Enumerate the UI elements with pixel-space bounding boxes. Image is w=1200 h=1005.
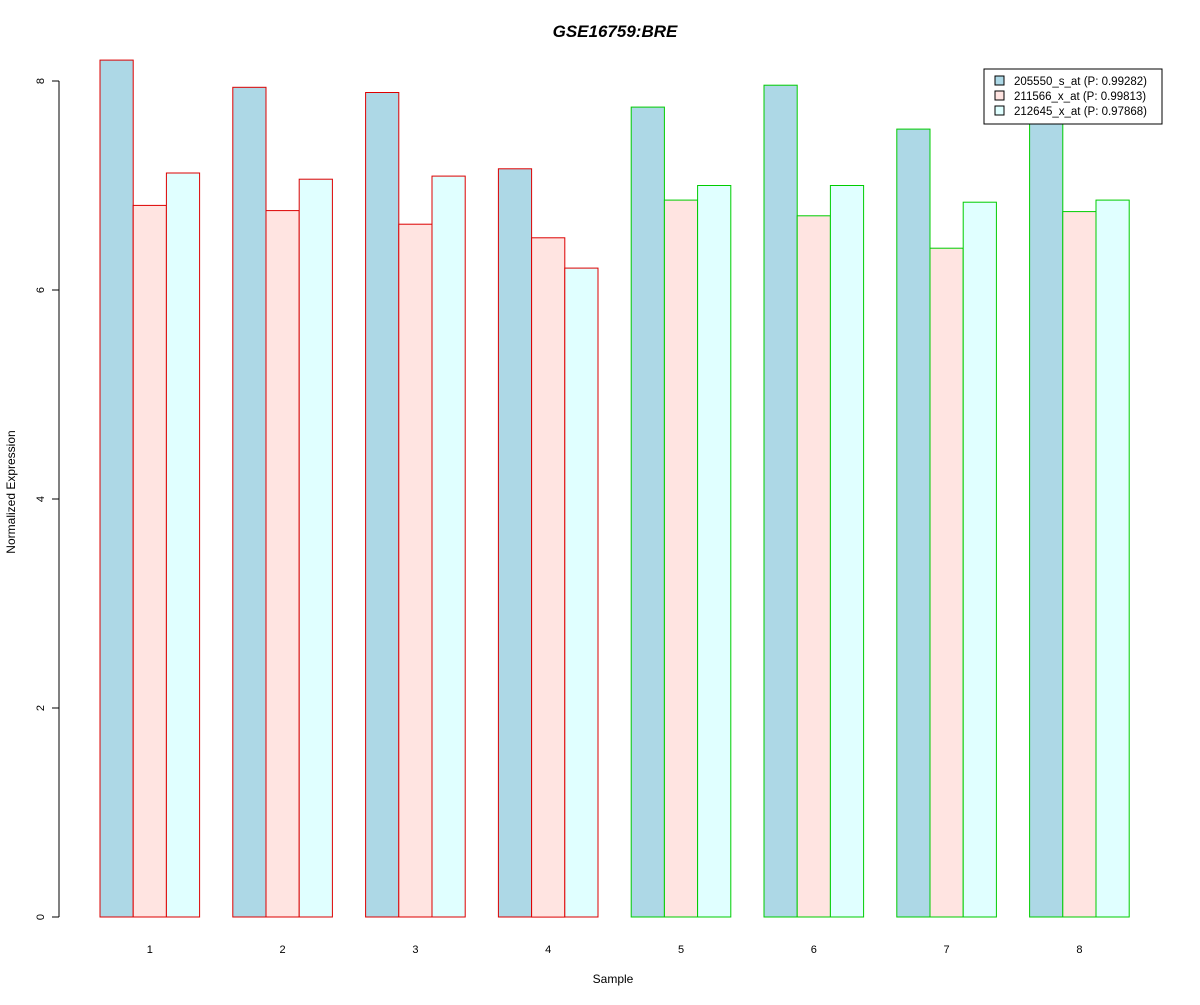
legend-label: 211566_x_at (P: 0.99813) xyxy=(1014,91,1146,103)
bar-sample-7-series-3 xyxy=(962,201,997,918)
y-axis-label: Normalized Expression xyxy=(4,430,18,553)
legend-swatch xyxy=(994,75,1005,86)
y-axis: 0 2 4 6 8 xyxy=(35,78,60,920)
bar-sample-3-series-3 xyxy=(431,175,466,918)
bar-sample-1-series-2 xyxy=(132,204,167,918)
x-tick-label: 5 xyxy=(678,944,684,956)
bar-sample-6-series-2 xyxy=(796,215,831,918)
bars-layer xyxy=(99,59,1130,918)
legend-box xyxy=(983,68,1163,125)
bar-sample-1-series-3 xyxy=(165,172,201,918)
chart-title: GSE16759:BRE xyxy=(553,22,678,41)
bar-sample-8-series-1 xyxy=(1029,120,1064,918)
x-tick-label: 4 xyxy=(545,944,551,956)
y-tick-label: 2 xyxy=(35,705,47,711)
bar-sample-1-series-1 xyxy=(99,59,134,918)
bar-sample-4-series-1 xyxy=(497,168,533,918)
x-tick-label: 3 xyxy=(412,944,418,956)
bar-sample-4-series-3 xyxy=(564,267,599,918)
bar-sample-5-series-3 xyxy=(697,185,732,918)
legend-label: 212645_x_at (P: 0.97868) xyxy=(1014,106,1147,118)
legend-swatch xyxy=(994,105,1005,116)
y-tick-label: 0 xyxy=(35,914,47,920)
y-tick-label: 4 xyxy=(35,496,47,502)
legend-label: 205550_s_at (P: 0.99282) xyxy=(1014,76,1147,88)
bar-sample-3-series-1 xyxy=(365,92,400,918)
bar-sample-2-series-1 xyxy=(232,86,267,918)
bar-sample-5-series-2 xyxy=(663,199,699,918)
bar-sample-7-series-2 xyxy=(929,247,964,918)
x-tick-label: 1 xyxy=(147,944,153,956)
bar-sample-8-series-3 xyxy=(1095,199,1130,918)
bar-sample-7-series-1 xyxy=(896,128,931,918)
bar-sample-4-series-2 xyxy=(531,237,566,918)
bar-sample-6-series-3 xyxy=(829,185,865,918)
bar-sample-2-series-2 xyxy=(265,210,300,918)
legend-swatch xyxy=(994,90,1005,101)
x-axis-tick-labels: 1 2 3 4 5 6 7 8 xyxy=(147,944,1083,956)
bar-sample-3-series-2 xyxy=(398,223,433,918)
legend: 205550_s_at (P: 0.99282) 211566_x_at (P: … xyxy=(983,68,1163,125)
x-tick-label: 2 xyxy=(280,944,286,956)
bar-sample-6-series-1 xyxy=(763,84,798,918)
bar-sample-2-series-3 xyxy=(298,178,333,918)
x-tick-label: 8 xyxy=(1076,944,1082,956)
x-tick-label: 7 xyxy=(944,944,950,956)
x-axis-label: Sample xyxy=(593,972,634,986)
y-tick-label: 6 xyxy=(35,287,47,293)
y-tick-label: 8 xyxy=(35,78,47,84)
x-tick-label: 6 xyxy=(811,944,817,956)
bar-sample-8-series-2 xyxy=(1062,211,1097,918)
bar-sample-5-series-1 xyxy=(630,106,665,918)
